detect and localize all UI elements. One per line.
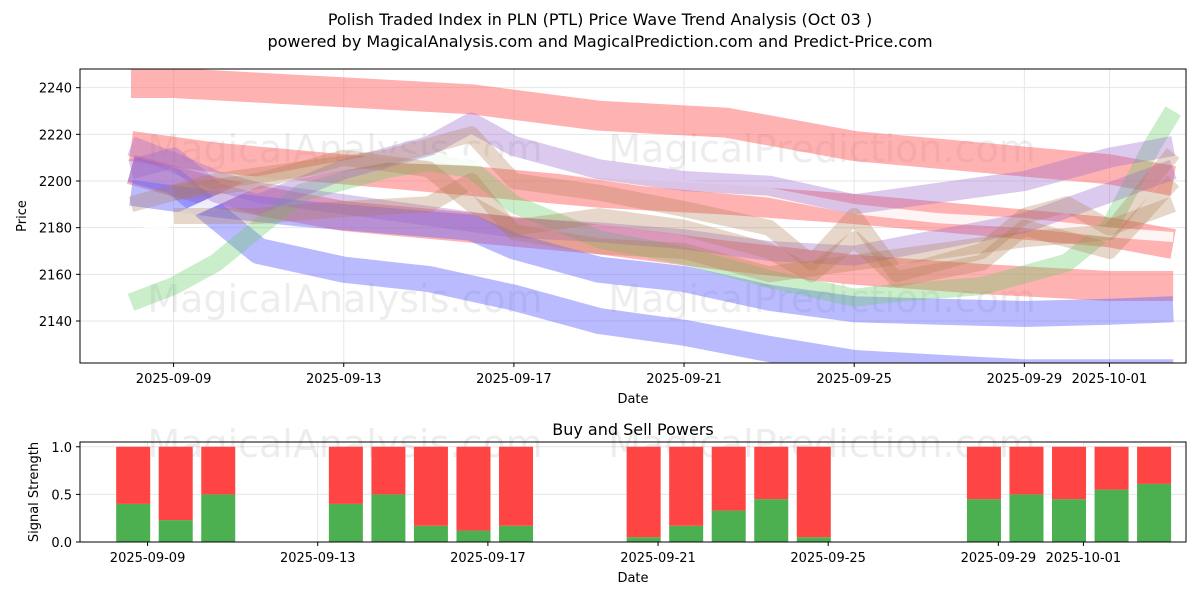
- sell-bar: [116, 446, 151, 504]
- price-axes-frame: [79, 68, 1187, 364]
- wave-band-red-lower: [127, 154, 1174, 301]
- buy-bar: [371, 494, 406, 542]
- buy-bar: [1094, 489, 1129, 542]
- power-bars: [116, 446, 1172, 542]
- wave-band-blue-upper: [129, 179, 1174, 327]
- power-x-tick-label: 2025-09-29: [961, 551, 1037, 566]
- sell-bar: [328, 446, 363, 504]
- buy-bar: [116, 503, 151, 542]
- power-x-tick-label: 2025-09-09: [110, 551, 186, 566]
- price-y-tick-label: 2160: [39, 268, 72, 283]
- price-x-tick-label: 2025-09-17: [476, 372, 552, 387]
- power-axes-frame: [79, 441, 1187, 543]
- sell-bar: [201, 446, 236, 495]
- buy-bar: [796, 537, 831, 542]
- buy-bar: [1137, 483, 1172, 542]
- price-y-tick-label: 2220: [39, 128, 72, 143]
- wave-band-red-upper: [131, 69, 1176, 196]
- sell-bar: [1052, 446, 1087, 500]
- sell-bar: [499, 446, 534, 526]
- buy-bar: [754, 499, 789, 542]
- buy-bar: [669, 525, 704, 542]
- wave-band-purple-1: [128, 112, 1176, 215]
- watermark-text: MagicalAnalysis.com: [147, 277, 542, 321]
- sell-bar: [754, 446, 789, 500]
- chart-title: Polish Traded Index in PLN (PTL) Price W…: [327, 10, 873, 29]
- sell-bar: [796, 446, 831, 538]
- sell-bar: [413, 446, 448, 526]
- wave-band-brown-2: [172, 149, 1180, 287]
- power-x-axis-label: Date: [617, 571, 648, 586]
- price-y-tick-label: 2140: [39, 315, 72, 330]
- sell-bar: [626, 446, 661, 538]
- buy-bar: [1009, 494, 1044, 542]
- buy-bar: [711, 510, 746, 542]
- price-y-tick-label: 2180: [39, 222, 72, 237]
- buy-bar: [626, 537, 661, 542]
- wave-band-white-center: [128, 152, 1174, 244]
- sell-bar: [456, 446, 491, 531]
- power-x-tick-label: 2025-09-13: [280, 551, 356, 566]
- buy-bar: [328, 503, 363, 542]
- power-x-tick-label: 2025-10-01: [1046, 551, 1122, 566]
- buy-bar: [499, 525, 534, 542]
- sell-bar: [158, 446, 193, 521]
- power-x-tick-label: 2025-09-25: [790, 551, 866, 566]
- price-bands: [127, 69, 1181, 363]
- price-y-tick-label: 2200: [39, 175, 72, 190]
- buy-bar: [201, 494, 236, 542]
- power-y-tick-label: 0.0: [51, 536, 72, 551]
- buy-bar: [966, 499, 1001, 542]
- price-x-tick-label: 2025-09-09: [136, 372, 212, 387]
- price-x-tick-label: 2025-09-25: [816, 372, 892, 387]
- buy-bar: [1052, 499, 1087, 542]
- sell-bar: [711, 446, 746, 511]
- wave-band-blue-lower: [127, 156, 1174, 363]
- power-y-tick-label: 0.5: [51, 488, 72, 503]
- wave-band-purple-2: [127, 136, 1177, 266]
- price-x-tick-label: 2025-09-21: [646, 372, 722, 387]
- buy-bar: [413, 525, 448, 542]
- sell-bar: [966, 446, 1001, 500]
- power-x-tick-label: 2025-09-21: [620, 551, 696, 566]
- buy-bar: [158, 520, 193, 542]
- chart-subtitle: powered by MagicalAnalysis.com and Magic…: [267, 32, 933, 51]
- sell-bar: [1137, 446, 1172, 484]
- power-y-axis-label: Signal Strength: [27, 442, 42, 542]
- sell-bar: [669, 446, 704, 526]
- wave-band-brown-1: [128, 126, 1176, 283]
- price-x-tick-label: 2025-09-13: [306, 372, 382, 387]
- power-y-tick-label: 1.0: [51, 441, 72, 456]
- wave-band-green: [127, 106, 1181, 311]
- price-y-axis-label: Price: [15, 200, 30, 232]
- buy-bar: [456, 530, 491, 542]
- price-x-tick-label: 2025-10-01: [1072, 372, 1148, 387]
- sell-bar: [1009, 446, 1044, 495]
- sell-bar: [1094, 446, 1129, 490]
- price-x-tick-label: 2025-09-29: [987, 372, 1063, 387]
- sell-bar: [371, 446, 406, 495]
- wave-band-brown-3: [173, 147, 1180, 283]
- price-x-axis-label: Date: [617, 392, 648, 407]
- price-y-tick-label: 2240: [39, 82, 72, 97]
- power-x-tick-label: 2025-09-17: [450, 551, 526, 566]
- power-chart-title: Buy and Sell Powers: [552, 420, 714, 439]
